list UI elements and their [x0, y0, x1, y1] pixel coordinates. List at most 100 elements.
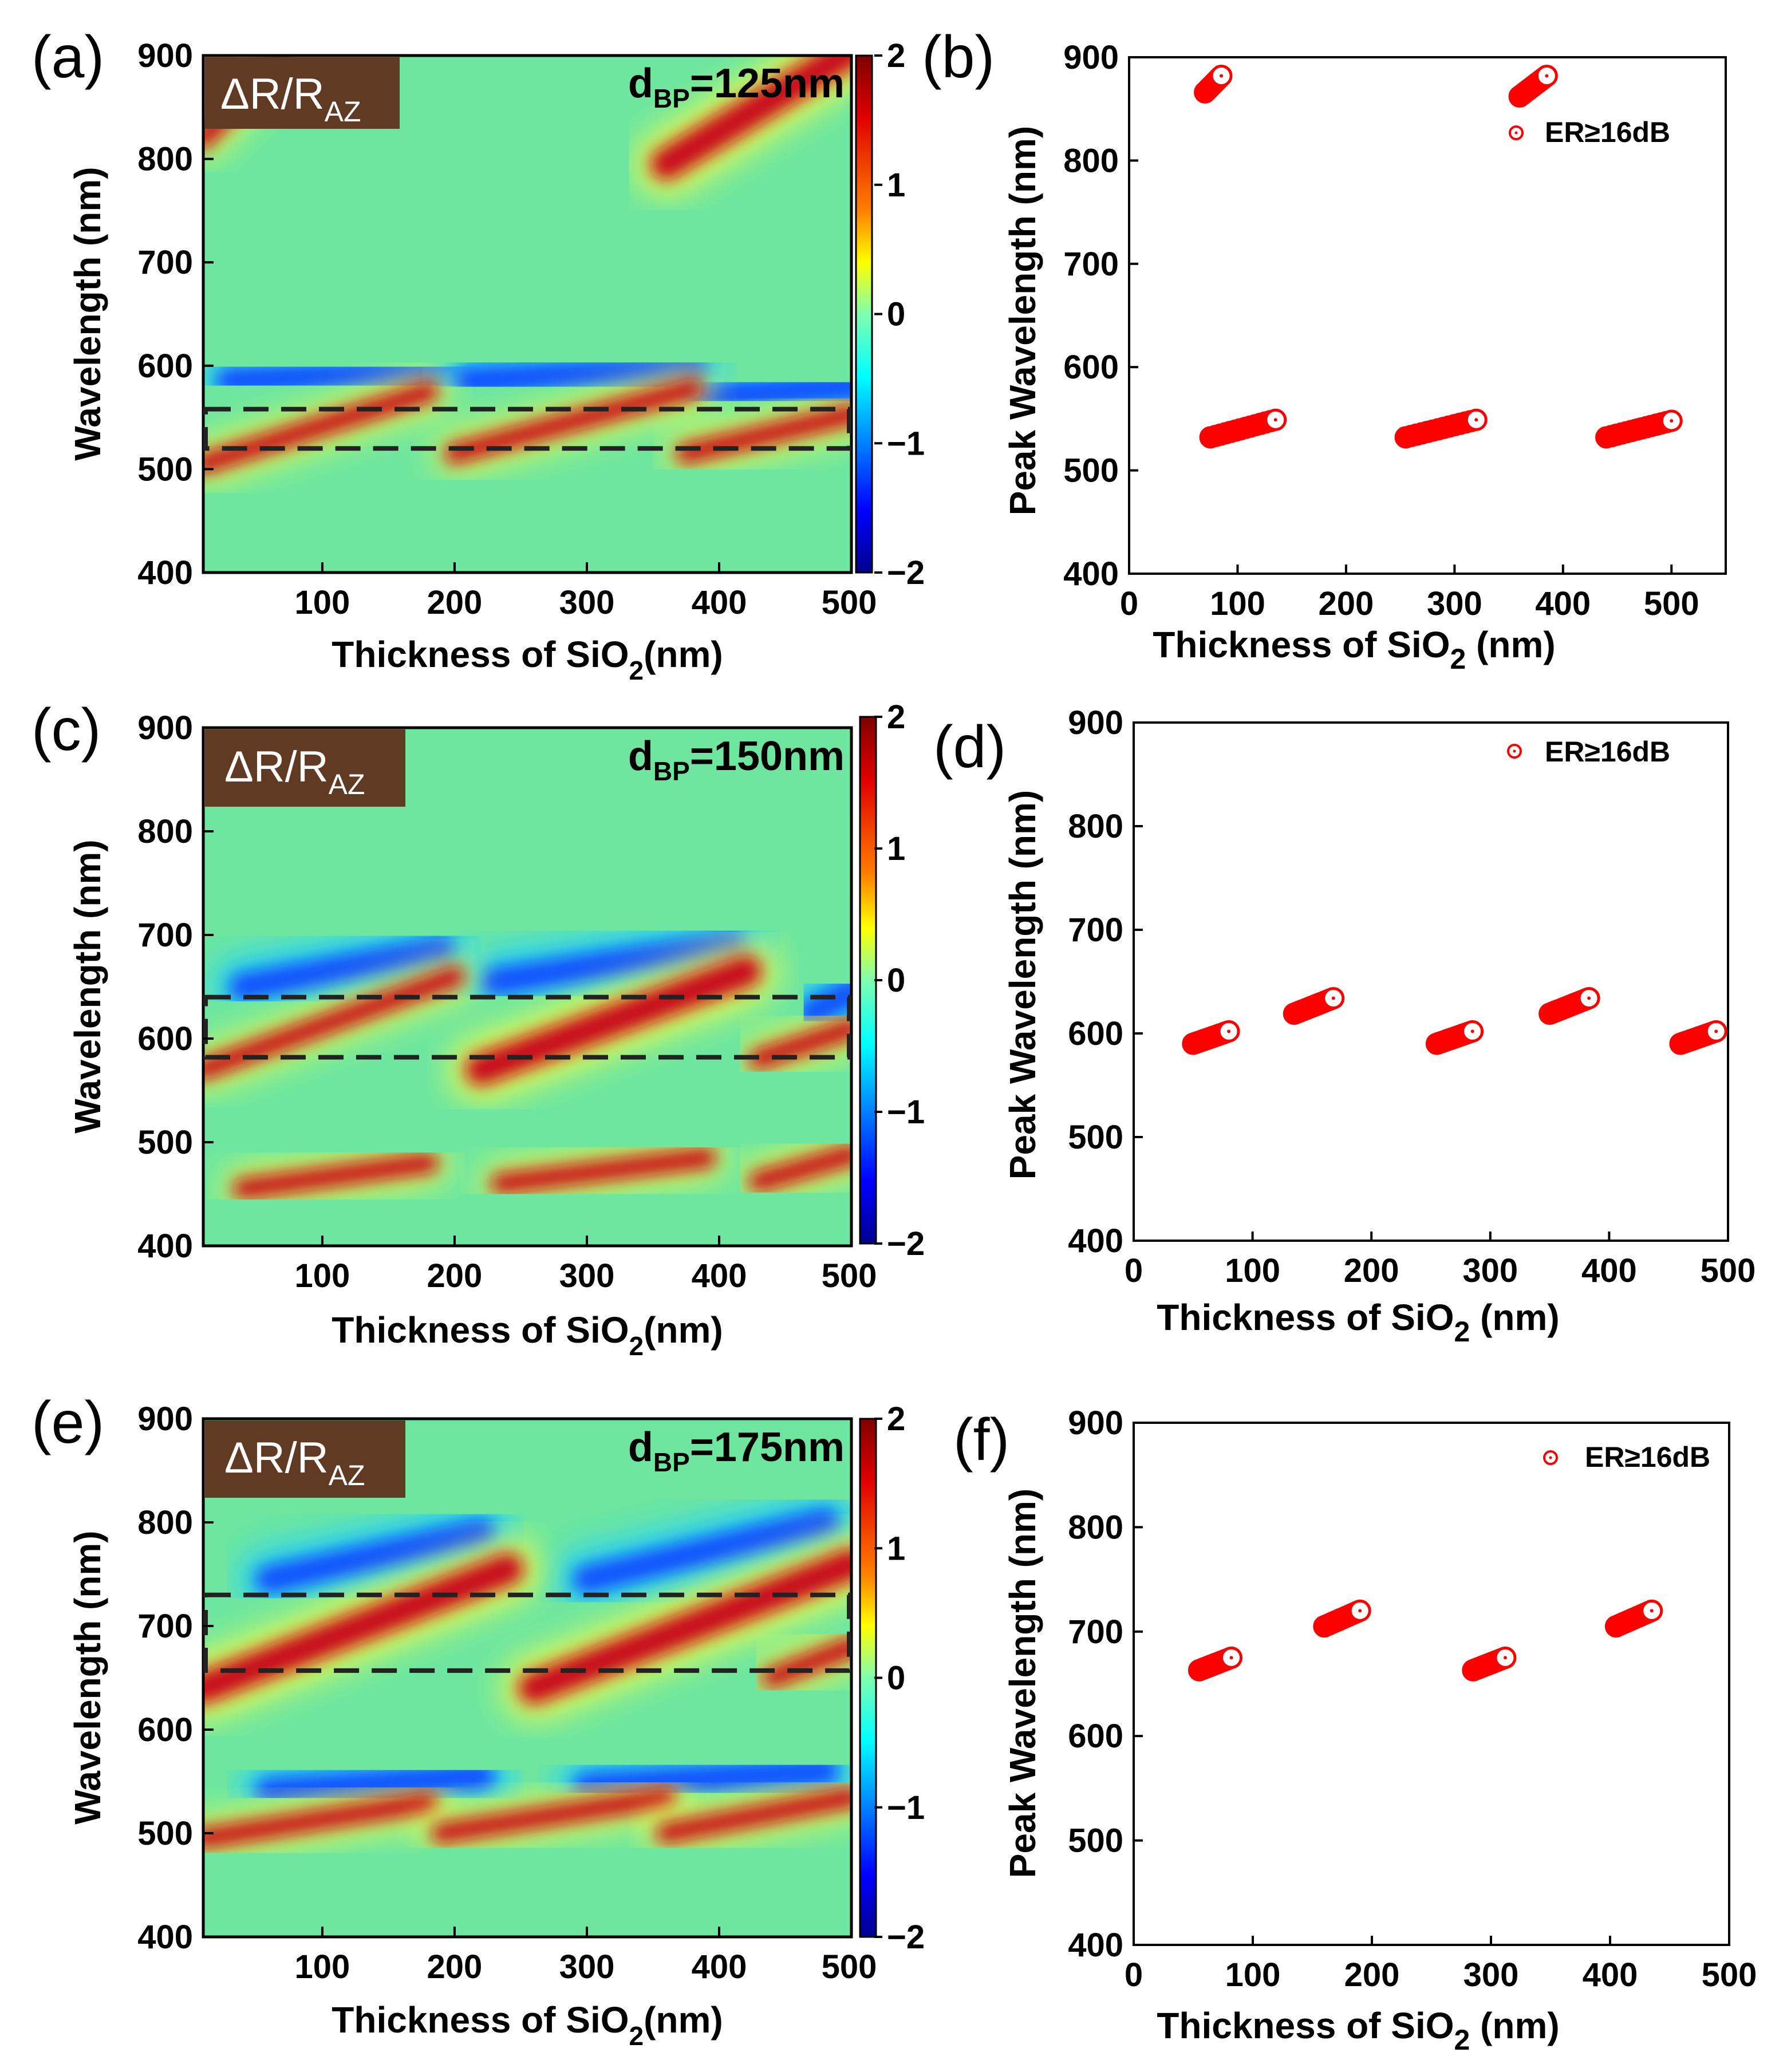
dashed-region-box	[203, 406, 851, 451]
positive-band	[203, 381, 439, 475]
colorbar-tick-label: −2	[887, 554, 925, 591]
scatter-panel-f: (f) 0 100 200 300 400 500 400 500 600 700 800 900 T…	[953, 1404, 1757, 2056]
quantity-label: ΔR/RAZ	[224, 743, 365, 800]
colorbar-tick-label: −2	[887, 1225, 925, 1262]
y-tick-label: 500	[137, 1815, 193, 1852]
x-axis-title: Thickness of SiO2(nm)	[332, 634, 723, 685]
data-point-center	[1470, 1029, 1474, 1033]
y-tick-label: 500	[1068, 1119, 1123, 1156]
x-tick-label: 200	[1344, 1252, 1399, 1289]
y-tick-label: 400	[137, 1228, 193, 1265]
x-tick-label: 100	[295, 584, 350, 621]
legend-label: ER≥16dB	[1545, 736, 1670, 768]
negative-band	[255, 1519, 495, 1593]
y-tick-label: 900	[1063, 39, 1119, 76]
y-axis-title: Wavelength (nm)	[67, 1530, 108, 1824]
colorbar-tick-label: 0	[887, 1660, 905, 1697]
positive-band	[518, 1548, 851, 1704]
y-axis-title: Wavelength (nm)	[67, 839, 108, 1133]
x-tick-label: 300	[559, 1948, 615, 1986]
y-tick-label: 700	[1063, 246, 1119, 283]
legend-marker	[1543, 1450, 1558, 1465]
colorbar-tick-label: 1	[887, 830, 905, 867]
x-tick-label: 0	[1120, 585, 1138, 622]
positive-band	[465, 955, 762, 1086]
panel-letter: (d)	[933, 714, 1006, 780]
positive-band	[444, 378, 703, 464]
positive-band	[656, 1786, 851, 1844]
y-tick-label: 900	[137, 709, 193, 747]
x-tick-label: 400	[1583, 1956, 1638, 1994]
y-tick-label: 900	[1068, 704, 1123, 741]
negative-band	[229, 937, 455, 1001]
y-axis-title: Peak Wavelength (nm)	[1002, 1489, 1043, 1878]
data-point-center	[1714, 1029, 1718, 1033]
positive-band	[748, 1017, 851, 1070]
plot-frame	[1128, 56, 1727, 575]
x-tick-label: 300	[559, 584, 615, 621]
x-tick-label: 500	[1644, 585, 1699, 622]
y-tick-label: 400	[137, 1919, 193, 1956]
legend-marker-dot	[1549, 1456, 1552, 1459]
y-tick-label: 800	[137, 141, 193, 178]
positive-band	[232, 1153, 439, 1199]
x-tick-label: 500	[1702, 1956, 1757, 1994]
heatmap-panel-a: (a) ΔR/RAZ dBP=125nm 100 200 300 400 500 400…	[31, 24, 925, 685]
data-point-center	[1273, 418, 1277, 422]
x-tick-label: 200	[1319, 585, 1374, 622]
panel-letter: (e)	[31, 1390, 104, 1456]
legend-marker	[1507, 744, 1522, 759]
x-tick-label: 500	[822, 1257, 877, 1294]
colorbar	[855, 54, 873, 574]
x-tick-label: 100	[1225, 1252, 1280, 1289]
y-tick-label: 600	[1068, 1015, 1123, 1052]
colorbar-tick-label: 0	[887, 296, 905, 333]
dbp-label: dBP=125nm	[628, 61, 845, 113]
y-tick-label: 400	[137, 554, 193, 591]
panel-letter: (f)	[953, 1407, 1009, 1473]
y-tick-label: 700	[137, 1608, 193, 1645]
y-tick-label: 400	[1063, 555, 1119, 593]
quantity-label-box	[205, 57, 400, 129]
y-tick-label: 500	[137, 1124, 193, 1161]
x-axis-title: Thickness of SiO2 (nm)	[1157, 1297, 1559, 1348]
x-tick-label: 100	[295, 1257, 350, 1294]
y-tick-label: 800	[137, 1504, 193, 1541]
y-tick-label: 500	[137, 451, 193, 488]
x-tick-label: 100	[1225, 1956, 1281, 1994]
negative-band	[255, 1762, 495, 1806]
data-point-center	[1650, 1609, 1654, 1613]
quantity-label: ΔR/RAZ	[220, 70, 361, 128]
panel-letter: (a)	[31, 24, 104, 90]
colorbar-tick-label: 1	[887, 1530, 905, 1567]
positive-band	[762, 1636, 851, 1688]
x-tick-label: 400	[692, 584, 747, 621]
data-point-center	[1220, 74, 1224, 78]
y-tick-label: 900	[1068, 1404, 1123, 1442]
positive-band	[490, 1147, 716, 1194]
x-axis-title: Thickness of SiO2(nm)	[332, 1309, 723, 1361]
plot-frame	[202, 54, 853, 574]
data-point-center	[1474, 418, 1478, 422]
y-tick-label: 800	[1068, 1509, 1123, 1546]
y-tick-label: 700	[1068, 911, 1123, 949]
negative-band	[454, 354, 707, 395]
legend-marker-dot	[1513, 749, 1516, 753]
y-tick-label: 800	[1063, 142, 1119, 179]
y-tick-label: 400	[1068, 1222, 1123, 1260]
dashed-region-box	[203, 994, 851, 1060]
y-tick-label: 600	[1063, 349, 1119, 386]
dbp-label: dBP=150nm	[628, 733, 845, 786]
scatter-panel-b: (b) 0 100 200 300 400 500 400 500 600 700 800 900 T…	[922, 24, 1727, 675]
colorbar-tick-label: −1	[887, 1789, 925, 1826]
heatmap-panel-c: (c) ΔR/RAZ dBP=150nm 100 200 300 400 500 400…	[31, 697, 925, 1361]
data-point-center	[1331, 996, 1335, 1000]
y-tick-label: 800	[137, 813, 193, 850]
x-tick-label: 500	[822, 1948, 877, 1986]
y-axis-title: Peak Wavelength (nm)	[1002, 126, 1043, 515]
y-tick-label: 900	[137, 1400, 193, 1438]
data-point-center	[1358, 1609, 1362, 1613]
positive-band	[203, 1791, 439, 1849]
y-tick-label: 400	[1068, 1927, 1123, 1964]
